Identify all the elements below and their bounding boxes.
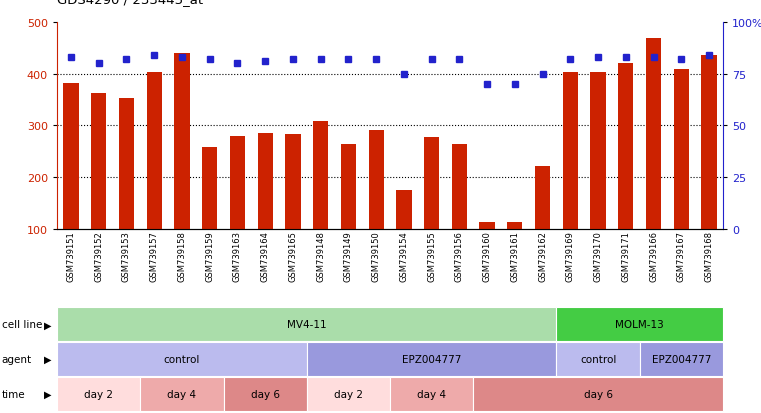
Text: EPZ004777: EPZ004777 (651, 354, 711, 364)
Bar (646, 39, 661, 229)
Text: MOLM-13: MOLM-13 (616, 320, 664, 330)
Bar (147, 73, 162, 229)
Bar (591, 73, 606, 229)
Text: day 2: day 2 (334, 389, 363, 399)
Bar (341, 145, 356, 229)
Bar (673, 70, 689, 229)
Bar (396, 190, 412, 229)
Bar (452, 145, 467, 229)
Text: control: control (580, 354, 616, 364)
Bar (618, 64, 633, 229)
Text: EPZ004777: EPZ004777 (402, 354, 461, 364)
Text: day 4: day 4 (417, 389, 446, 399)
Bar (91, 94, 107, 229)
Bar (535, 166, 550, 229)
Bar (424, 137, 439, 229)
Text: ▶: ▶ (44, 389, 52, 399)
Bar (63, 83, 78, 229)
Bar (257, 134, 272, 229)
Bar (285, 135, 301, 229)
Bar (230, 136, 245, 229)
Text: GDS4290 / 233445_at: GDS4290 / 233445_at (57, 0, 203, 6)
Text: day 6: day 6 (250, 389, 279, 399)
Bar (313, 122, 328, 229)
Text: day 6: day 6 (584, 389, 613, 399)
Bar (368, 131, 384, 229)
Text: MV4-11: MV4-11 (287, 320, 326, 330)
Text: ▶: ▶ (44, 354, 52, 364)
Bar (702, 56, 717, 229)
Text: agent: agent (2, 354, 32, 364)
Text: ▶: ▶ (44, 320, 52, 330)
Bar (202, 147, 218, 229)
Text: time: time (2, 389, 25, 399)
Text: day 4: day 4 (167, 389, 196, 399)
Bar (562, 73, 578, 229)
Text: cell line: cell line (2, 320, 42, 330)
Text: day 2: day 2 (84, 389, 113, 399)
Bar (119, 99, 134, 229)
Bar (479, 223, 495, 229)
Text: control: control (164, 354, 200, 364)
Bar (174, 54, 189, 229)
Bar (508, 223, 523, 229)
